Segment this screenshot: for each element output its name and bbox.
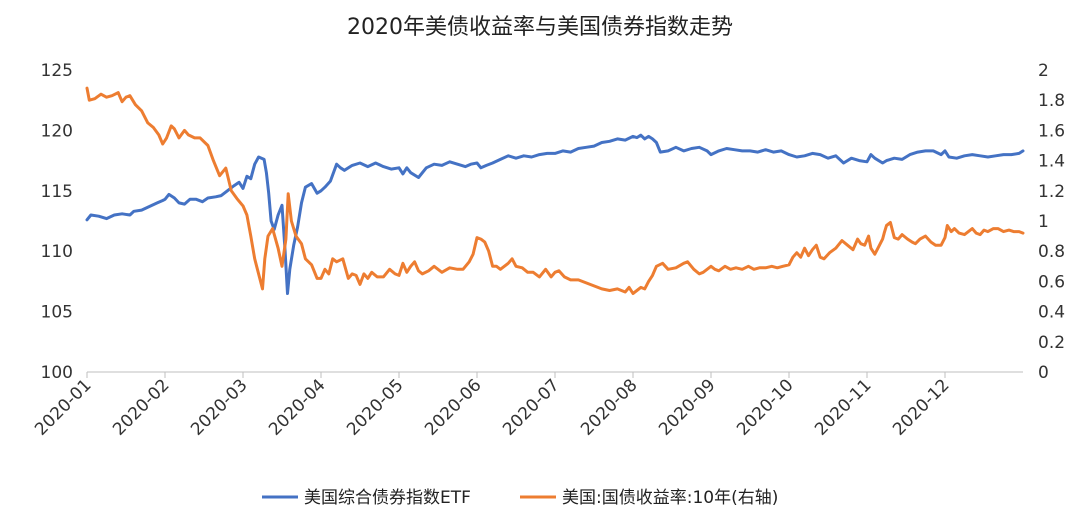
- right-tick-label: 0.8: [1038, 242, 1065, 262]
- x-tick-label: 2020-02: [109, 375, 173, 439]
- left-tick-label: 110: [41, 242, 73, 262]
- right-tick-label: 0.6: [1038, 272, 1065, 292]
- x-tick-label: 2020-12: [889, 375, 953, 439]
- x-tick-label: 2020-06: [421, 375, 485, 439]
- legend-label: 美国:国债收益率:10年(右轴): [562, 488, 778, 508]
- legend-label: 美国综合债券指数ETF: [304, 488, 471, 508]
- left-tick-label: 105: [41, 303, 73, 323]
- x-tick-label: 2020-03: [187, 375, 251, 439]
- x-tick-label: 2020-04: [265, 375, 329, 439]
- x-tick-label: 2020-09: [655, 375, 719, 439]
- right-tick-label: 1.6: [1038, 121, 1065, 141]
- axes: 100 105 110 115 120 125 0 0.2 0.4 0.6 0.8 1 1.2 1.4 1.…: [31, 61, 1065, 440]
- right-tick-label: 1.4: [1038, 152, 1065, 172]
- right-tick-label: 2: [1038, 61, 1049, 81]
- right-tick-label: 0.2: [1038, 333, 1065, 353]
- right-tick-label: 1: [1038, 212, 1049, 232]
- right-tick-label: 1.2: [1038, 182, 1065, 202]
- legend: 美国综合债券指数ETF 美国:国债收益率:10年(右轴): [262, 488, 778, 508]
- left-tick-label: 125: [41, 61, 73, 81]
- x-tick-label: 2020-01: [31, 375, 95, 439]
- series-layer: [85, 86, 1025, 295]
- x-tick-label: 2020-07: [499, 375, 563, 439]
- right-tick-label: 0.4: [1038, 303, 1065, 323]
- right-tick-label: 1.8: [1038, 91, 1065, 111]
- right-tick-label: 0: [1038, 363, 1049, 383]
- left-tick-label: 120: [41, 121, 73, 141]
- left-tick-label: 115: [41, 182, 73, 202]
- series-line-bond-etf: [85, 133, 1025, 295]
- x-tick-label: 2020-11: [811, 375, 875, 439]
- x-tick-label: 2020-10: [733, 375, 797, 439]
- left-tick-label: 100: [41, 363, 73, 383]
- series-line-us10y-yield: [85, 86, 1025, 295]
- x-tick-label: 2020-08: [577, 375, 641, 439]
- chart-title: 2020年美债收益率与美国债券指数走势: [347, 15, 733, 40]
- x-tick-label: 2020-05: [343, 375, 407, 439]
